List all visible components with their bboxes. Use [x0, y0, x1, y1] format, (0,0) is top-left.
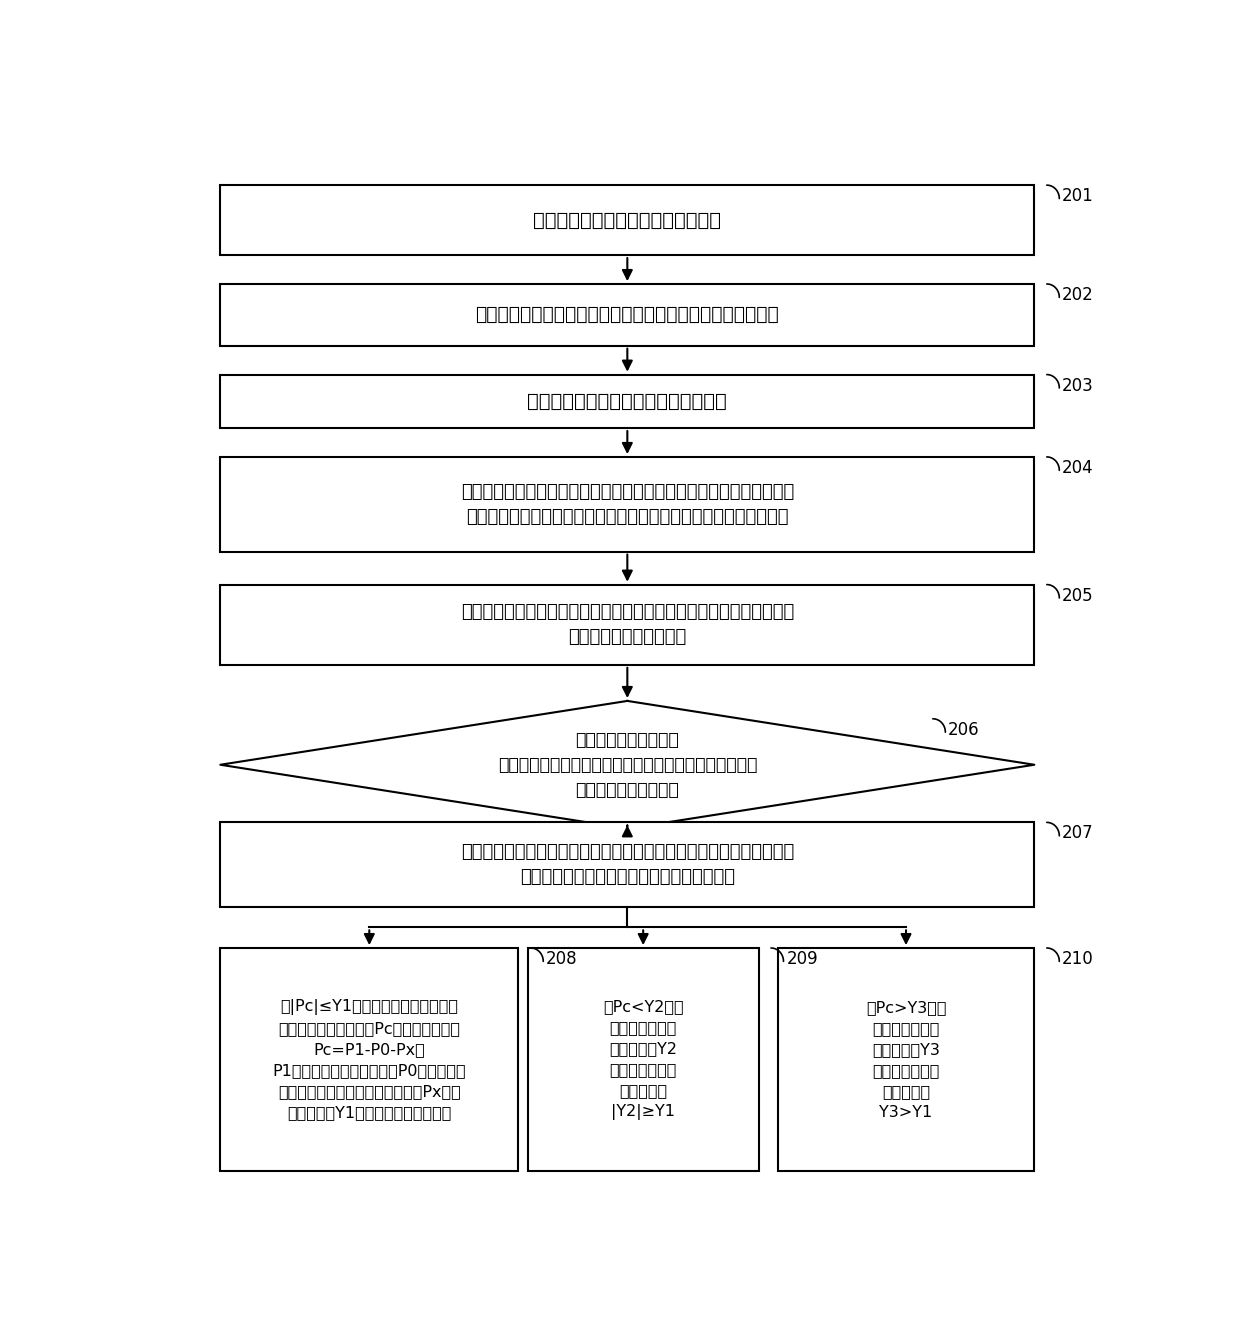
Bar — [777, 948, 1034, 1171]
Bar — [221, 185, 1034, 255]
Bar — [221, 822, 1034, 906]
Bar — [221, 584, 1034, 664]
Text: 根据显示面板中子像素
的亮度确定显示面板的子像素是否包括亮度异常点，亮度
异常点包括亮点和暗点: 根据显示面板中子像素 的亮度确定显示面板的子像素是否包括亮度异常点，亮度 异常点… — [497, 731, 756, 798]
Bar — [221, 283, 1034, 346]
Text: 对于每个亮点，通过图像采集模组采集显示面板中辅助区域的暗态图像
，辅助区域包括每个亮点所属像素所在的区域: 对于每个亮点，通过图像采集模组采集显示面板中辅助区域的暗态图像 ，辅助区域包括每… — [461, 844, 794, 886]
Text: 将目标区域的亮态图像中，每个子像素组中每个子像素所属像素的亮度
作为该每个子像素的亮度: 将目标区域的亮态图像中，每个子像素组中每个子像素所属像素的亮度 作为该每个子像素… — [461, 603, 794, 646]
Text: 209: 209 — [786, 951, 818, 968]
Bar — [221, 948, 518, 1171]
Bar — [528, 948, 759, 1171]
Text: 208: 208 — [546, 951, 578, 968]
Text: 206: 206 — [949, 721, 980, 739]
Bar — [221, 457, 1034, 552]
Text: 201: 201 — [1063, 187, 1094, 205]
Polygon shape — [221, 701, 1034, 829]
Text: 当Pc<Y2时，
确定每个亮点为
坏死亮点，Y2
表示小于零的第
二阈值，且
|Y2|≥Y1: 当Pc<Y2时， 确定每个亮点为 坏死亮点，Y2 表示小于零的第 二阈值，且 |… — [603, 999, 683, 1120]
Text: 205: 205 — [1063, 587, 1094, 604]
Text: 当|Pc|≤Y1时，将每个亮点从确定出
的亮度异常点中删除，Pc表示参考亮度，
Pc=P1-P0-Px，
P1表示该每个亮点的亮度，P0表示暗态图
像中该每个亮: 当|Pc|≤Y1时，将每个亮点从确定出 的亮度异常点中删除，Pc表示参考亮度， … — [273, 999, 466, 1120]
Text: 210: 210 — [1063, 951, 1094, 968]
Text: 驱动显示面板的多个子像素组依次发光: 驱动显示面板的多个子像素组依次发光 — [527, 392, 727, 410]
Text: 在每个子像素组发光时，通过图像采集模组采集显示面板中目标区域的
亮态图像，目标区域包括每个子像素组中子像素所属像素所在的区域: 在每个子像素组发光时，通过图像采集模组采集显示面板中目标区域的 亮态图像，目标区… — [461, 483, 794, 525]
Bar — [221, 374, 1034, 428]
Text: 204: 204 — [1063, 459, 1094, 477]
Text: 当Pc>Y3时，
确定每个亮点为
正常亮点，Y3
表示大于零的第
三阈值，且
Y3>Y1: 当Pc>Y3时， 确定每个亮点为 正常亮点，Y3 表示大于零的第 三阈值，且 Y… — [866, 1000, 946, 1119]
Text: 203: 203 — [1063, 377, 1094, 394]
Text: 202: 202 — [1063, 286, 1094, 303]
Text: 根据目标分组规则将显示面板中的子像素划分为多个子像素组: 根据目标分组规则将显示面板中的子像素划分为多个子像素组 — [475, 305, 779, 325]
Text: 在多种分组规则中筛选目标分组规则: 在多种分组规则中筛选目标分组规则 — [533, 211, 722, 230]
Text: 207: 207 — [1063, 825, 1094, 842]
